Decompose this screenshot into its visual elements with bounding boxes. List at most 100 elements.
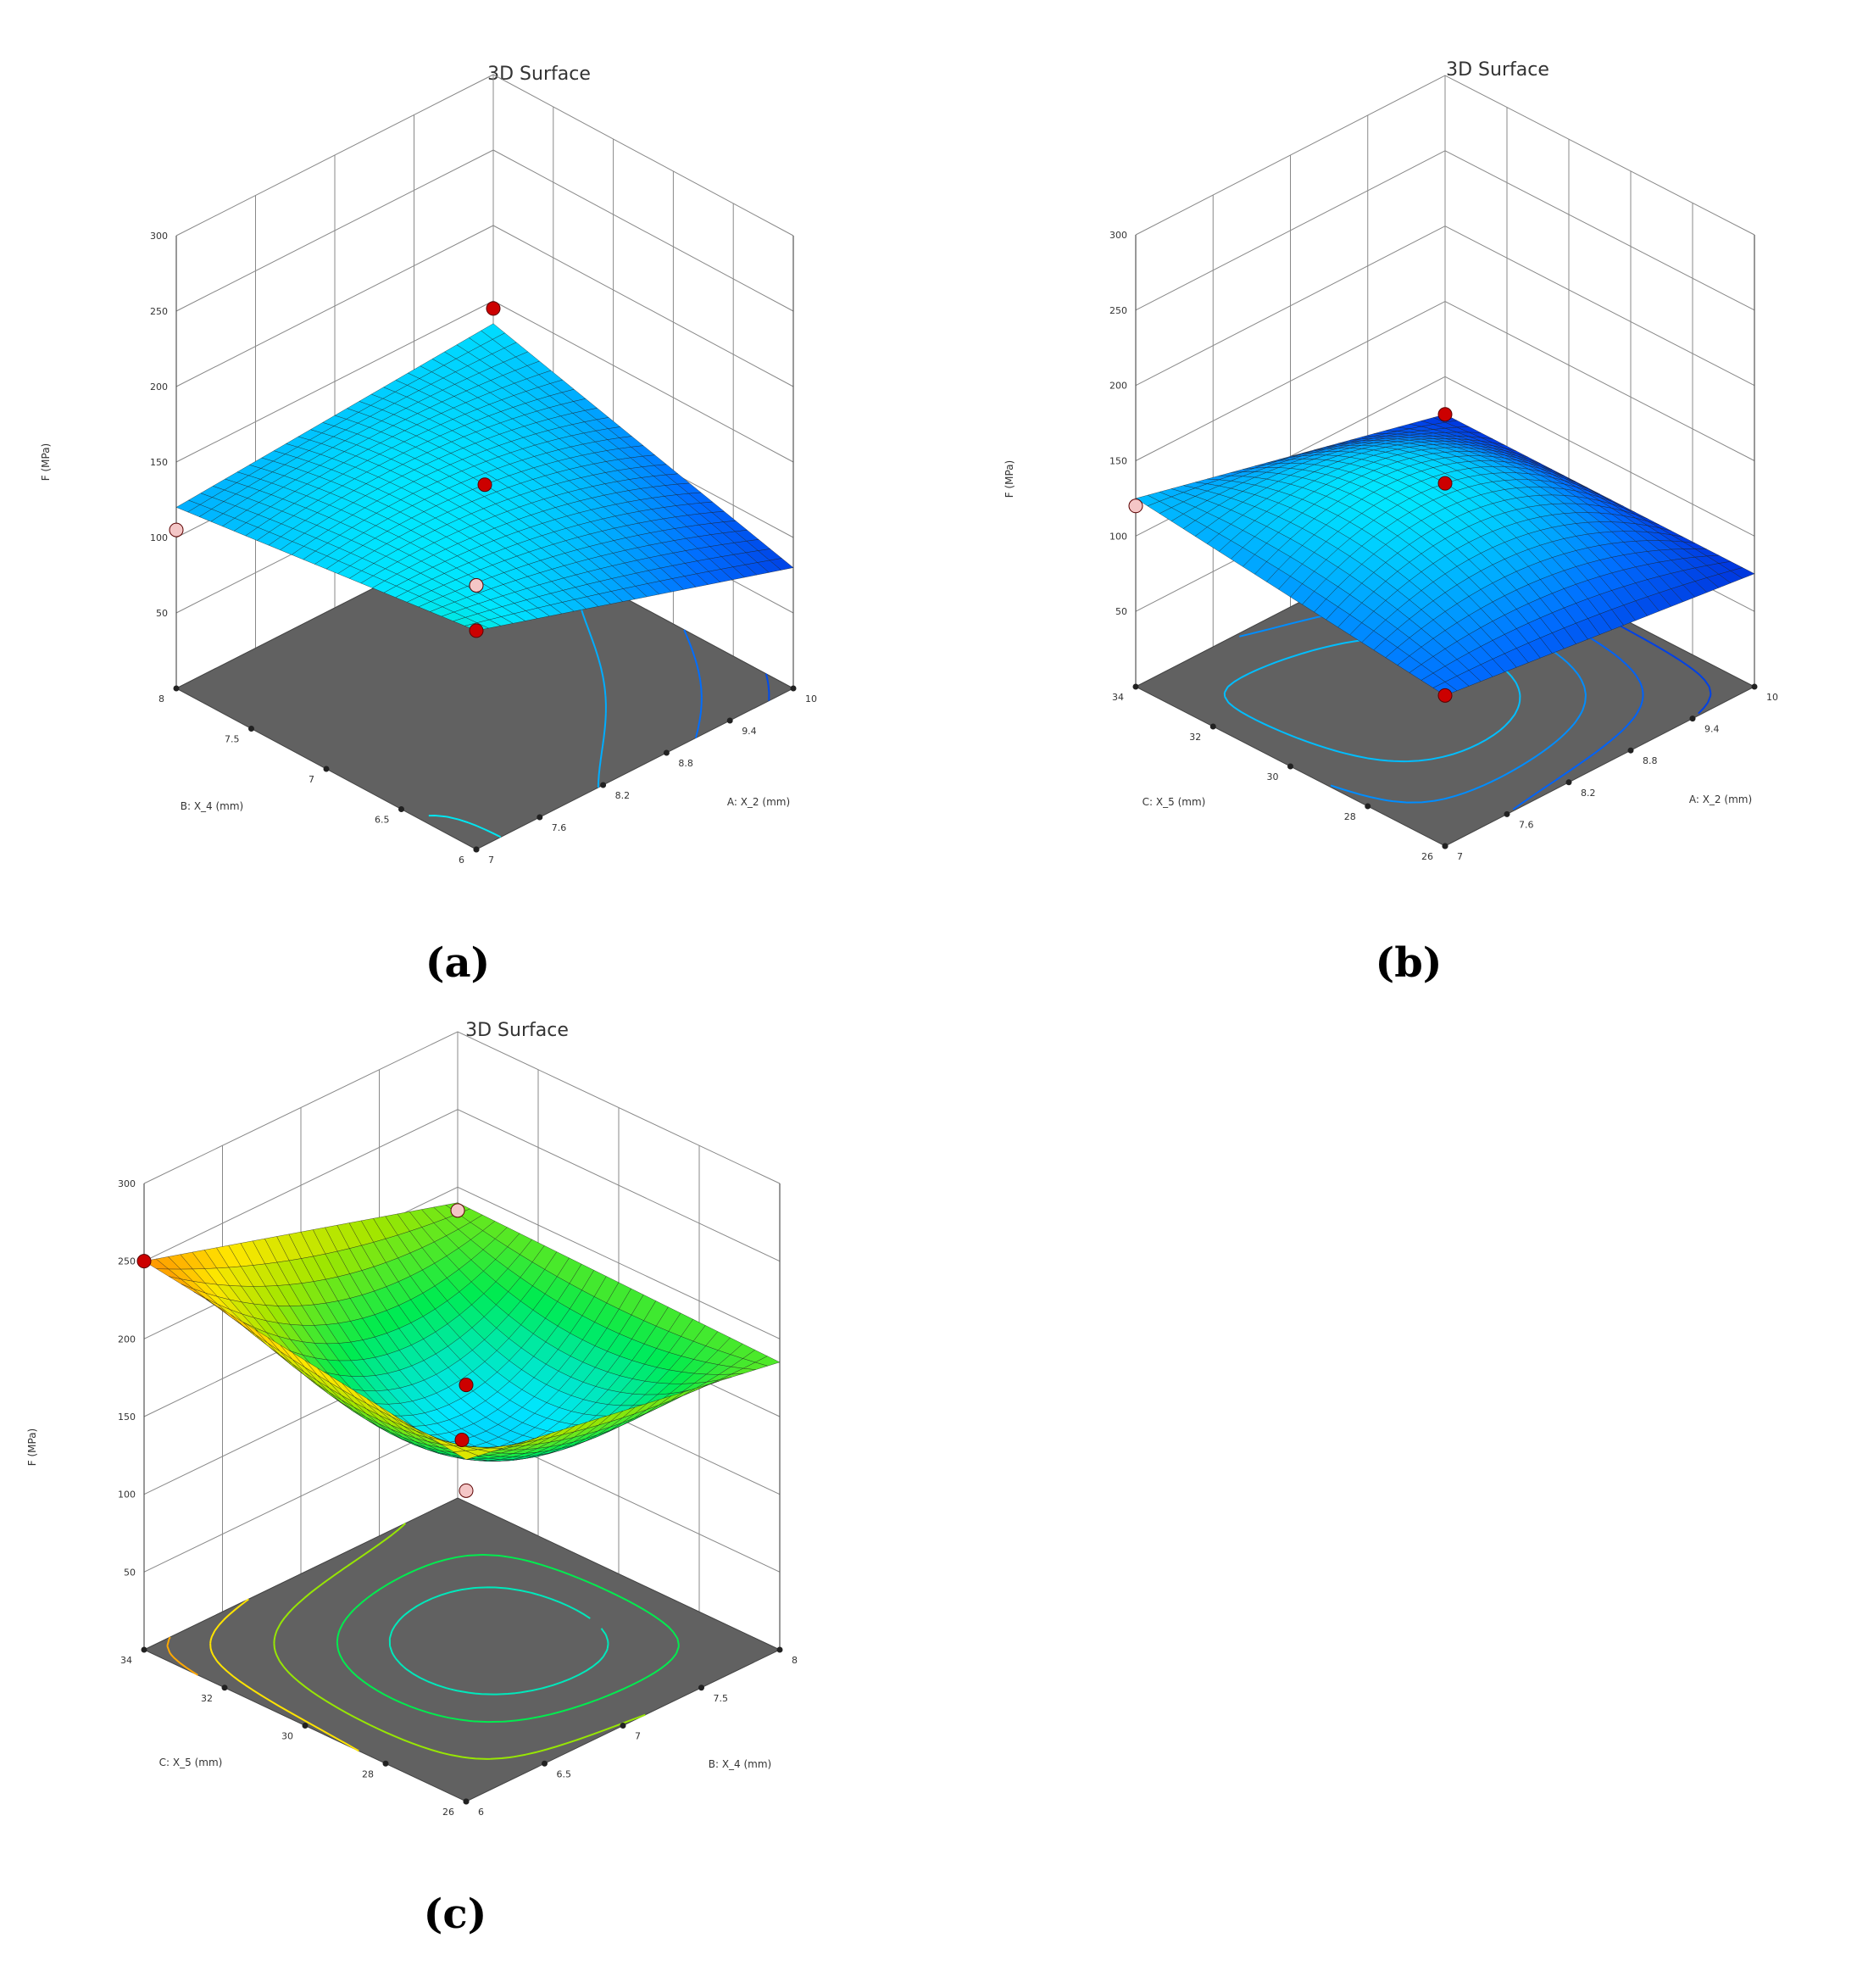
x-tick-label: 8.2: [1581, 788, 1596, 799]
chart-title: 3D Surface: [1446, 59, 1549, 81]
contour-line: [683, 629, 703, 738]
x-tick-mark: [1751, 683, 1758, 690]
y-tick-mark: [141, 1646, 147, 1653]
design-point: [169, 522, 184, 537]
z-axis-label: F (MPa): [40, 443, 52, 481]
y-tick-label: 34: [1112, 692, 1124, 703]
x-tick-label: 9.4: [742, 726, 757, 737]
y-tick-mark: [1287, 763, 1293, 770]
y-tick-label: 7: [309, 774, 314, 785]
z-axis-label: F (MPa): [26, 1428, 38, 1466]
y-tick-label: 32: [201, 1693, 213, 1704]
x-tick-label: 8.8: [678, 758, 693, 769]
y-tick-mark: [221, 1685, 228, 1691]
design-point: [477, 477, 492, 493]
x-tick-label: 7: [1457, 851, 1463, 862]
y-axis-label: B: X_4 (mm): [181, 800, 244, 812]
z-tick-label: 300: [150, 231, 168, 242]
y-tick-label: 6.5: [375, 815, 390, 826]
y-tick-mark: [1209, 723, 1216, 730]
design-point: [1437, 688, 1453, 703]
y-tick-mark: [1132, 683, 1139, 690]
contour-line: [764, 673, 770, 701]
surface-mesh: [143, 1202, 781, 1462]
x-tick-label: 10: [1766, 692, 1778, 703]
surface-panel-2: 3D Surface 50 100 150 200 250 300 7 7.6 8.2 8.8 9.4…: [1004, 59, 1778, 862]
x-axis-label: B: X_4 (mm): [709, 1758, 772, 1770]
x-tick-label: 7.6: [1519, 819, 1534, 830]
x-tick-mark: [1627, 747, 1634, 754]
y-tick-label: 30: [1267, 771, 1279, 782]
contour-line: [336, 1553, 680, 1723]
design-point: [1437, 407, 1453, 422]
z-tick-label: 150: [1109, 456, 1127, 467]
z-tick-label: 200: [118, 1334, 136, 1345]
x-tick-mark: [726, 717, 733, 724]
x-axis-label: A: X_2 (mm): [727, 796, 790, 808]
design-point: [469, 623, 484, 638]
design-point: [450, 1203, 465, 1218]
x-tick-mark: [1565, 779, 1572, 786]
z-tick-label: 200: [150, 381, 168, 393]
x-tick-label: 7: [488, 855, 494, 866]
y-tick-mark: [463, 1798, 470, 1805]
z-tick-label: 300: [118, 1178, 136, 1189]
z-tick-label: 50: [124, 1567, 136, 1578]
design-point: [469, 578, 484, 593]
x-tick-label: 7.5: [714, 1693, 729, 1704]
z-tick-label: 250: [150, 306, 168, 317]
x-tick-mark: [790, 685, 797, 692]
chart-title: 3D Surface: [487, 64, 591, 85]
y-tick-label: 32: [1189, 732, 1201, 743]
y-tick-mark: [382, 1760, 389, 1767]
z-tick-label: 50: [156, 608, 168, 619]
caption-b: (b): [1375, 939, 1443, 987]
y-tick-mark: [473, 846, 480, 853]
design-point: [1128, 498, 1143, 514]
caption-a: (a): [425, 939, 491, 987]
y-tick-mark: [173, 685, 180, 692]
y-tick-mark: [1365, 803, 1371, 810]
x-tick-mark: [698, 1685, 704, 1691]
design-point: [459, 1483, 474, 1498]
z-tick-label: 50: [1115, 606, 1127, 617]
contour-line: [388, 1586, 609, 1696]
y-tick-label: 34: [120, 1655, 132, 1666]
y-tick-mark: [302, 1723, 309, 1729]
design-point: [459, 1378, 474, 1393]
y-axis-label: C: X_5 (mm): [1143, 796, 1206, 808]
x-tick-mark: [1504, 810, 1510, 817]
x-tick-mark: [537, 814, 543, 821]
z-tick-label: 150: [150, 457, 168, 468]
contour-line: [428, 815, 502, 838]
surface-panel-3: 3D Surface 50 100 150 200 250 300 6 6.5 7 7.5 8 26 28…: [26, 1020, 798, 1818]
y-tick-label: 26: [442, 1807, 454, 1818]
design-point: [486, 301, 501, 316]
y-tick-label: 26: [1421, 851, 1433, 862]
surface-mesh: [1135, 414, 1755, 696]
z-tick-label: 300: [1109, 230, 1127, 241]
x-tick-mark: [542, 1760, 548, 1767]
y-tick-label: 30: [281, 1731, 293, 1742]
z-tick-label: 100: [118, 1490, 136, 1501]
x-axis-label: A: X_2 (mm): [1689, 794, 1752, 805]
chart-title: 3D Surface: [465, 1020, 569, 1041]
contour-line: [209, 1598, 359, 1752]
y-tick-mark: [248, 726, 254, 732]
x-tick-label: 8: [792, 1655, 798, 1666]
x-tick-mark: [620, 1723, 626, 1729]
caption-c: (c): [423, 1891, 487, 1938]
z-tick-label: 100: [150, 532, 168, 543]
design-point: [136, 1254, 152, 1269]
surface-panel-1: 3D Surface 50 100 150 200 250 300 7 7.6 8.2 8.8 9.4…: [40, 64, 817, 866]
y-tick-label: 6: [459, 855, 464, 866]
x-tick-label: 6: [478, 1807, 484, 1818]
contour-floor: [142, 1497, 781, 1802]
x-tick-label: 7.6: [552, 822, 567, 833]
z-tick-label: 100: [1109, 531, 1127, 542]
z-tick-label: 150: [118, 1412, 136, 1423]
y-tick-mark: [398, 806, 404, 812]
x-tick-mark: [663, 749, 670, 756]
x-tick-label: 6.5: [557, 1768, 572, 1779]
